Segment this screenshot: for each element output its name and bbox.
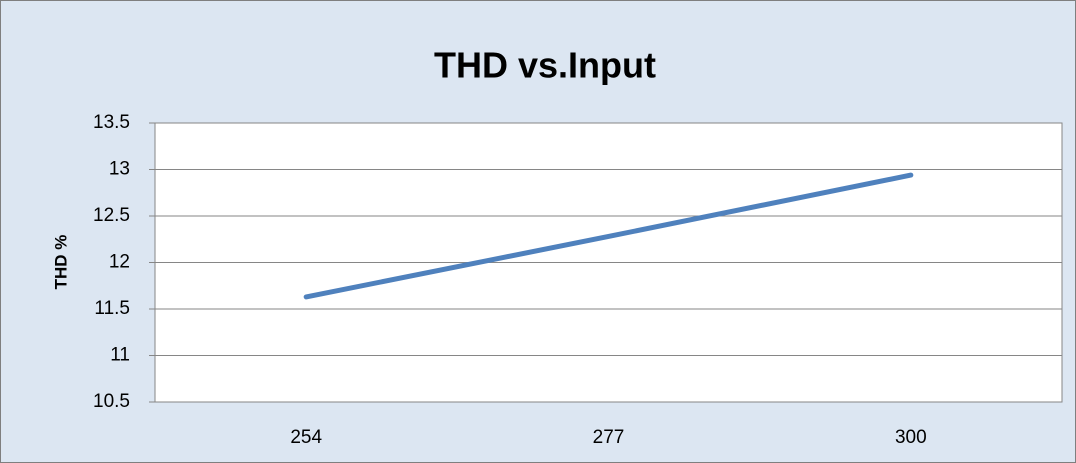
y-tick-label: 12 (109, 252, 130, 273)
y-tick-label: 11.5 (94, 298, 130, 319)
x-tick-label: 254 (290, 427, 322, 448)
y-tick-label: 10.5 (93, 391, 130, 412)
x-tick-label: 300 (895, 427, 927, 448)
y-tick-label: 12.5 (93, 205, 130, 226)
y-tick-label: 13 (109, 159, 130, 180)
y-tick-label: 11 (110, 345, 130, 366)
data-line (303, 172, 914, 300)
x-tick-label: 277 (593, 427, 625, 448)
y-axis-label: THD % (51, 235, 70, 290)
chart-title: THD vs.Input (434, 45, 656, 86)
y-tick-label: 13.5 (93, 112, 130, 133)
